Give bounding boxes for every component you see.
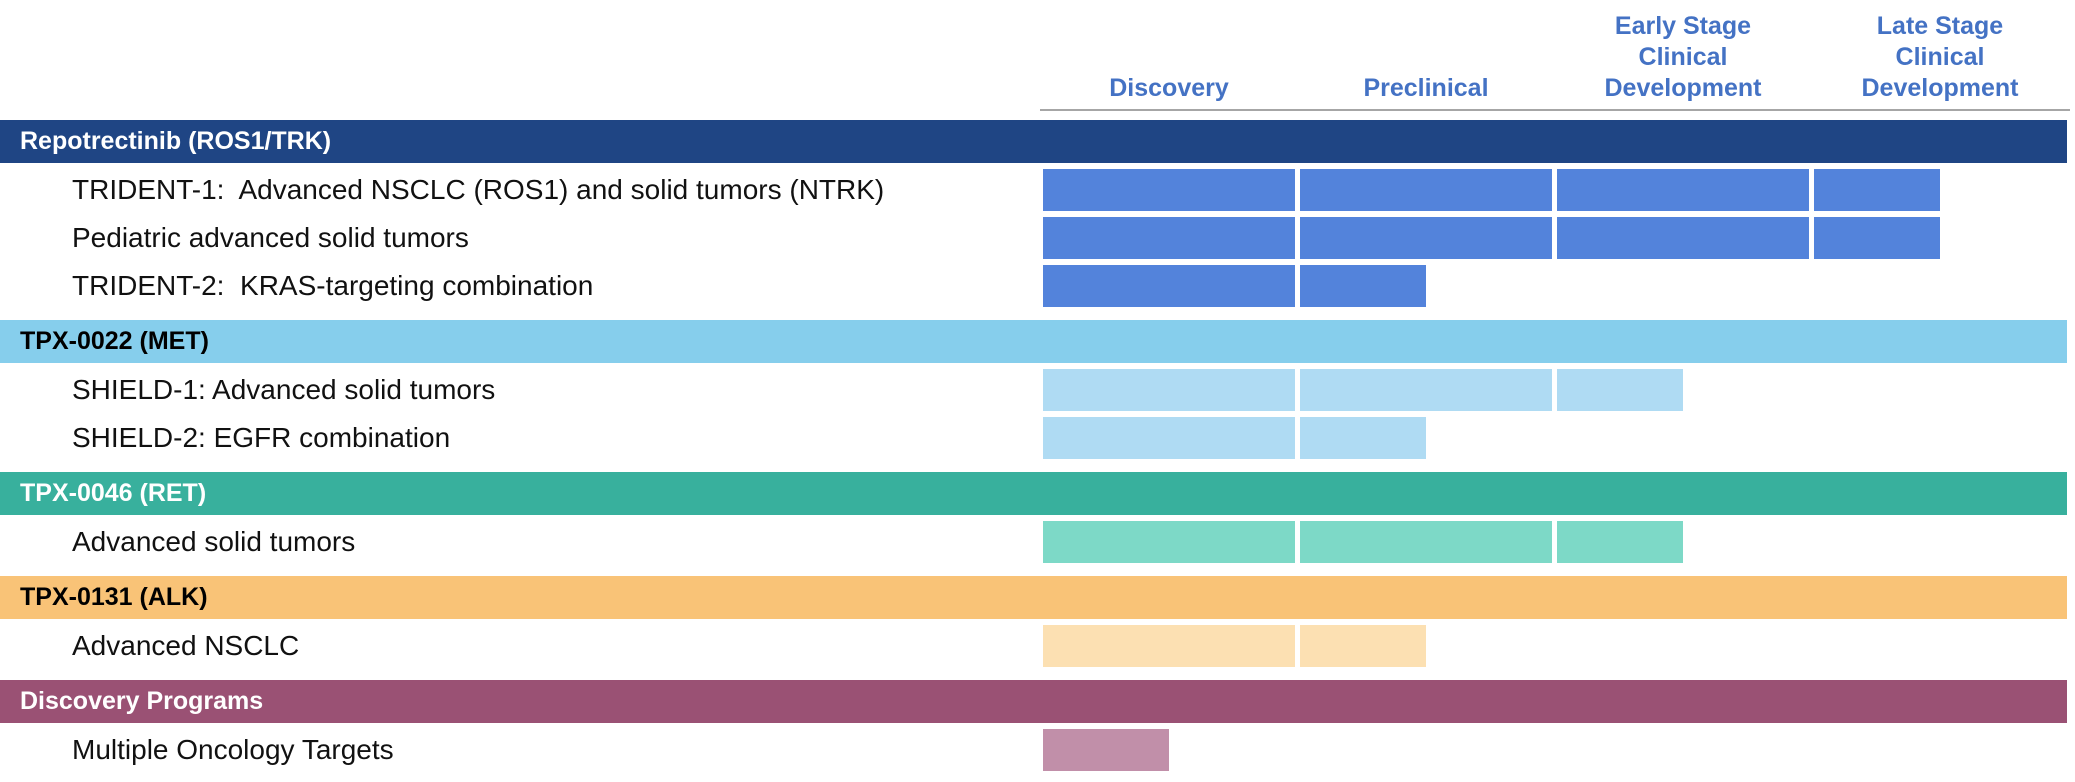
stage-bar-segment xyxy=(1557,217,1809,259)
program-label: SHIELD-1: Advanced solid tumors xyxy=(72,369,495,411)
section-band-label: TPX-0046 (RET) xyxy=(0,479,206,508)
section-band-3: TPX-0131 (ALK) xyxy=(0,576,2067,619)
stage-bar-segment xyxy=(1300,369,1552,411)
column-header-discovery: Discovery xyxy=(1084,6,1254,104)
section-band-label: Repotrectinib (ROS1/TRK) xyxy=(0,127,331,156)
section-band-label: Discovery Programs xyxy=(0,687,263,716)
stage-bar-segment-partial xyxy=(1300,265,1426,307)
section-band-label: TPX-0131 (ALK) xyxy=(0,583,208,612)
stage-bar-segment-partial xyxy=(1300,417,1426,459)
section-band-label: TPX-0022 (MET) xyxy=(0,327,209,356)
program-label: SHIELD-2: EGFR combination xyxy=(72,417,450,459)
program-label: Pediatric advanced solid tumors xyxy=(72,217,469,259)
stage-header-underline xyxy=(1040,109,2070,111)
stage-bar-segment xyxy=(1043,217,1295,259)
section-band-0: Repotrectinib (ROS1/TRK) xyxy=(0,120,2067,163)
stage-bar-segment xyxy=(1043,625,1295,667)
column-header-early-stage-clinical-development: Early Stage Clinical Development xyxy=(1598,6,1768,104)
column-header-preclinical: Preclinical xyxy=(1341,6,1511,104)
stage-bar-segment xyxy=(1043,369,1295,411)
stage-bar-segment-partial xyxy=(1814,169,1940,211)
program-label: TRIDENT-2: KRAS-targeting combination xyxy=(72,265,593,307)
program-label: Advanced solid tumors xyxy=(72,521,355,563)
stage-bar-segment-partial xyxy=(1043,729,1169,771)
stage-bar-segment xyxy=(1043,265,1295,307)
stage-bar-segment-partial xyxy=(1814,217,1940,259)
stage-bar-segment-partial xyxy=(1557,521,1683,563)
program-label: Advanced NSCLC xyxy=(72,625,299,667)
stage-bar-segment xyxy=(1043,521,1295,563)
program-label: Multiple Oncology Targets xyxy=(72,729,394,771)
section-band-1: TPX-0022 (MET) xyxy=(0,320,2067,363)
stage-bar-segment xyxy=(1300,169,1552,211)
stage-bar-segment xyxy=(1557,169,1809,211)
stage-bar-segment xyxy=(1043,169,1295,211)
stage-bar-segment-partial xyxy=(1557,369,1683,411)
stage-bar-segment xyxy=(1300,521,1552,563)
section-band-4: Discovery Programs xyxy=(0,680,2067,723)
stage-bar-segment-partial xyxy=(1300,625,1426,667)
column-header-late-stage-clinical-development: Late Stage Clinical Development xyxy=(1855,6,2025,104)
section-band-2: TPX-0046 (RET) xyxy=(0,472,2067,515)
pipeline-chart: Discovery Preclinical Early Stage Clinic… xyxy=(0,0,2075,782)
stage-bar-segment xyxy=(1043,417,1295,459)
program-label: TRIDENT-1: Advanced NSCLC (ROS1) and sol… xyxy=(72,169,884,211)
stage-bar-segment xyxy=(1300,217,1552,259)
